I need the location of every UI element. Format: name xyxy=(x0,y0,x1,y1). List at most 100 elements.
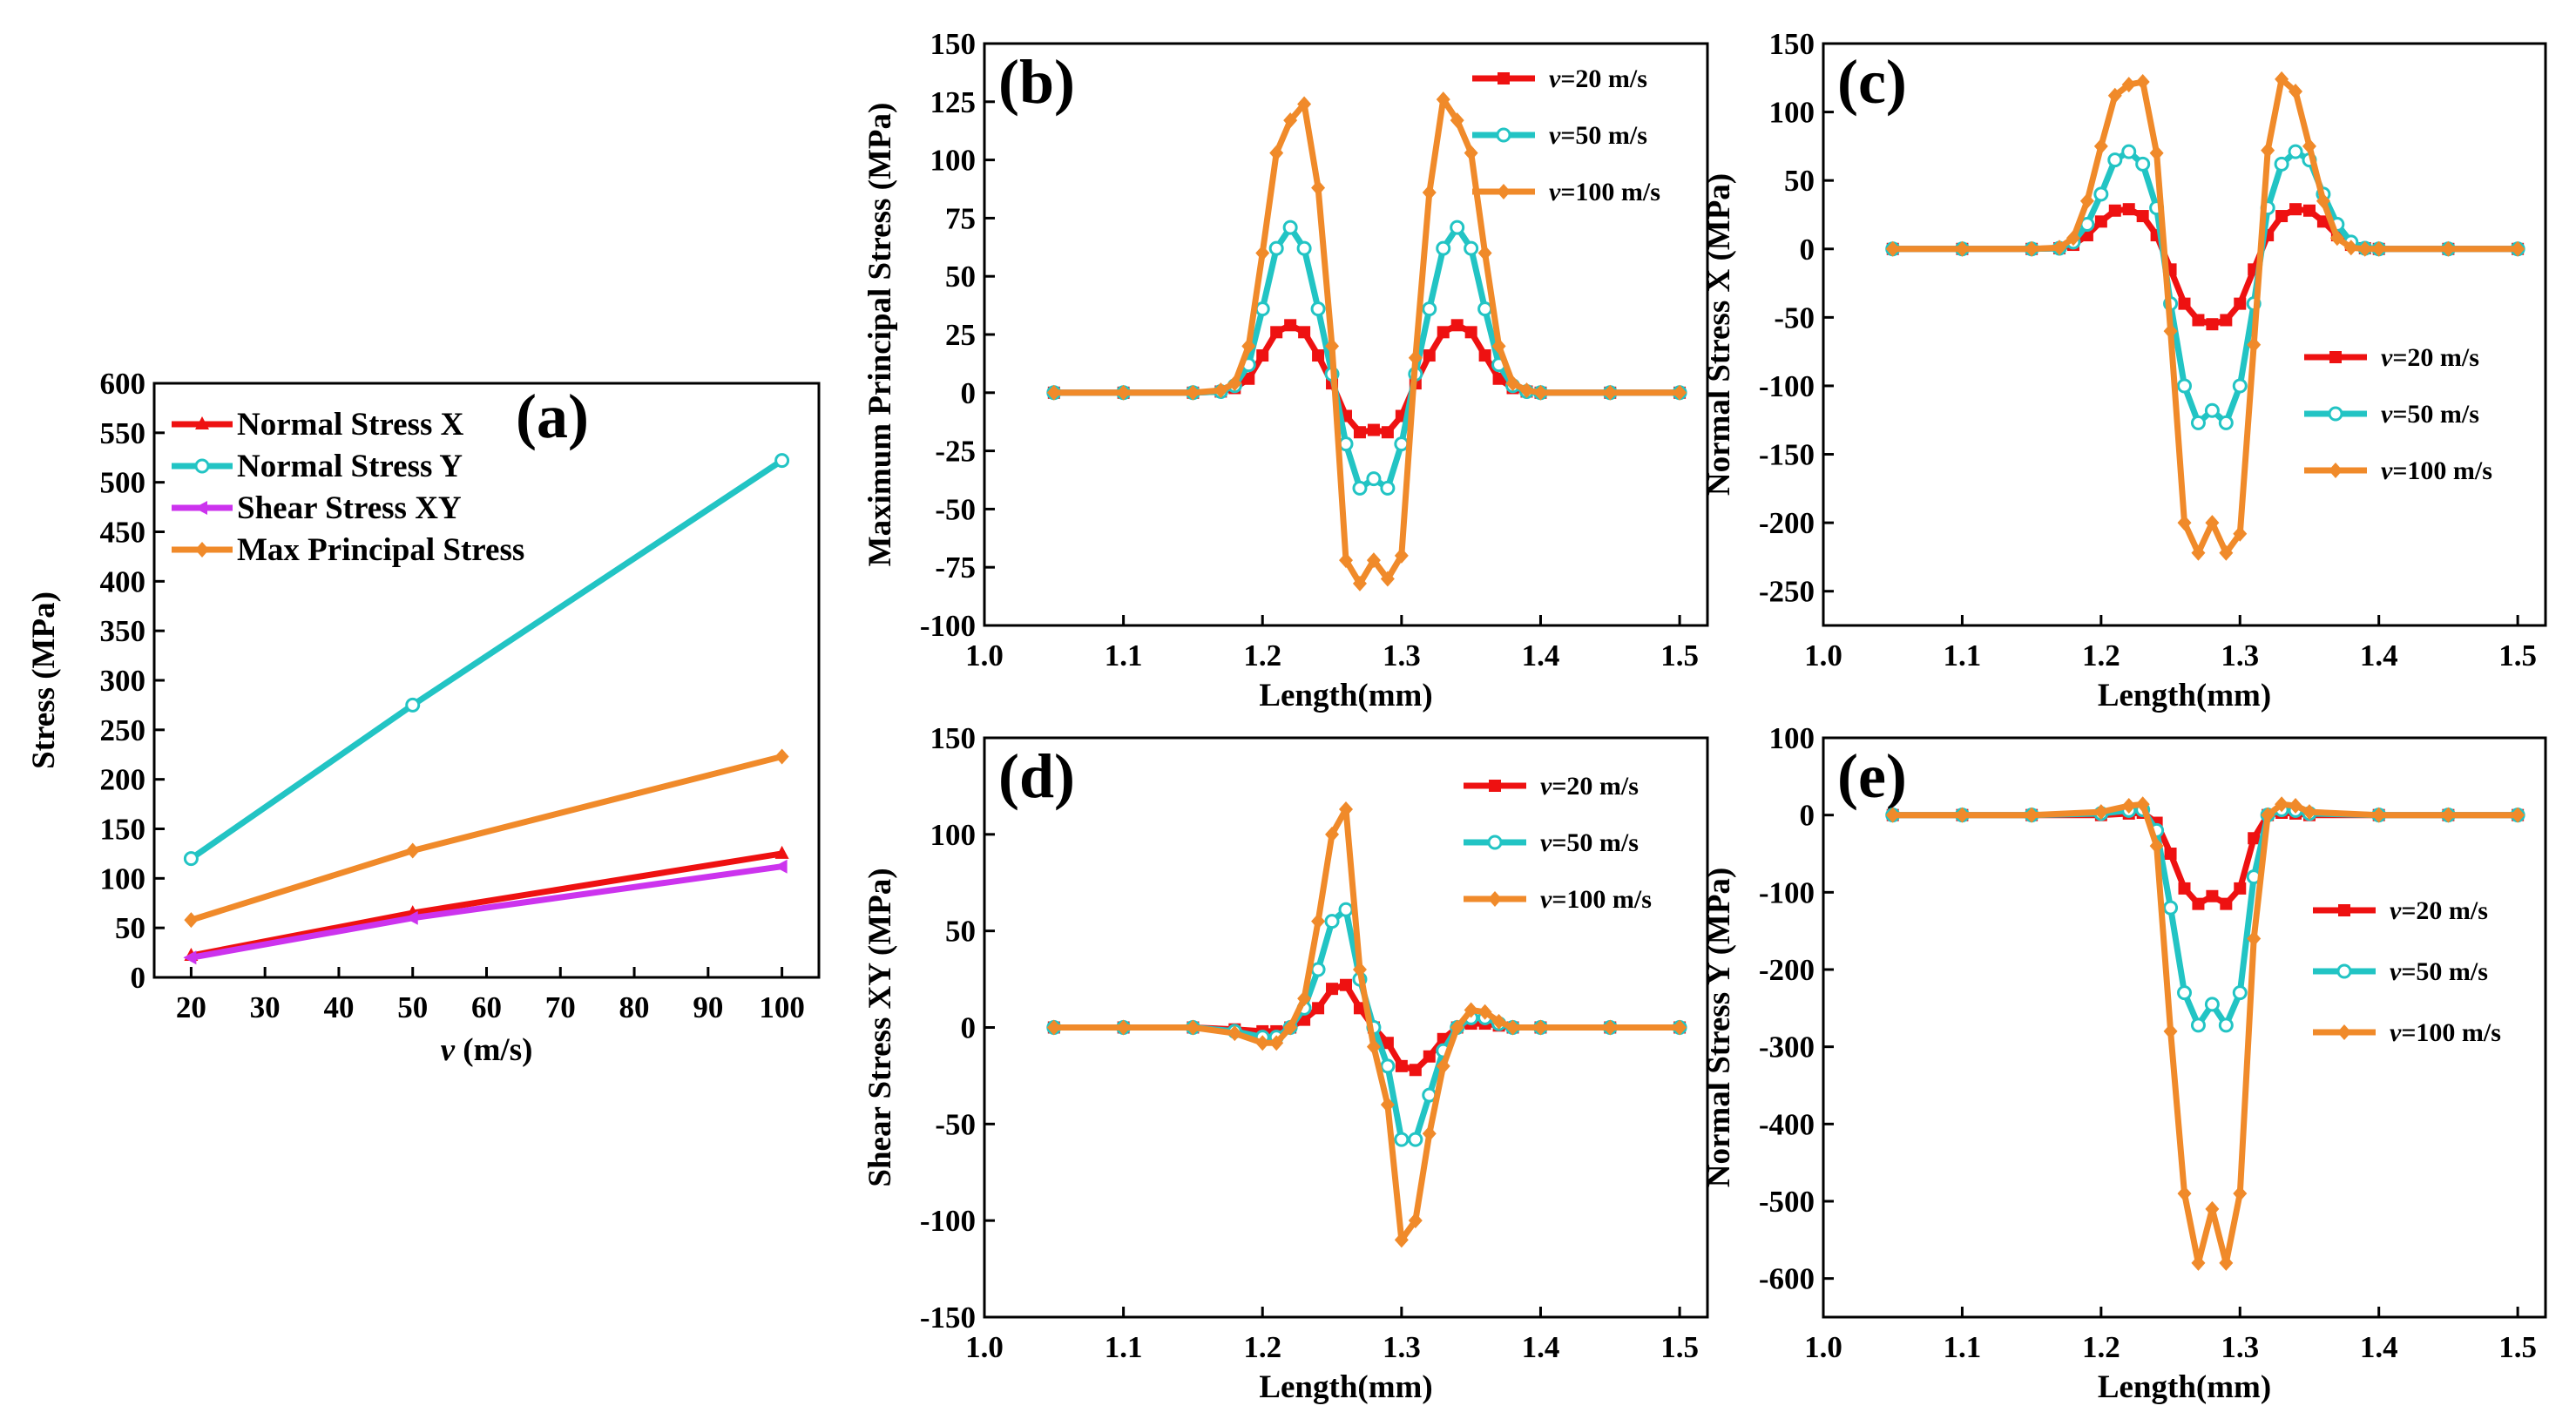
data-point xyxy=(1603,1019,1618,1036)
data-point xyxy=(1492,372,1505,385)
data-point xyxy=(2219,544,2234,561)
y-tick-label: -100 xyxy=(920,609,976,643)
x-tick-label: 1.3 xyxy=(1383,639,1421,672)
data-point xyxy=(1423,1050,1436,1063)
data-point xyxy=(2233,525,2248,542)
data-point xyxy=(1394,1132,1410,1147)
legend-label: v=100 m/s xyxy=(2381,456,2492,485)
data-point xyxy=(2371,807,2386,823)
data-point xyxy=(2066,230,2080,247)
x-tick-label: 1.1 xyxy=(1944,639,1982,672)
legend-marker xyxy=(195,416,209,429)
data-point xyxy=(1297,96,1312,112)
data-point xyxy=(1269,1035,1284,1051)
data-point xyxy=(1367,423,1380,436)
legend-marker xyxy=(2329,463,2343,478)
data-point xyxy=(2149,838,2164,855)
y-tick-label: 550 xyxy=(100,416,146,450)
data-point xyxy=(2220,314,2233,327)
data-point xyxy=(2191,544,2206,561)
data-point xyxy=(1436,240,1451,256)
data-point xyxy=(1241,338,1256,355)
y-tick-label: -25 xyxy=(935,435,976,469)
data-point xyxy=(2248,832,2261,845)
data-point xyxy=(2177,378,2192,394)
y-tick-label: 125 xyxy=(930,85,977,119)
data-point xyxy=(1395,1059,1408,1072)
y-axis-label: Shear Stress XY (MPa) xyxy=(862,868,898,1186)
chart-panel-2: 1.0 1.1 1.2 1.3 1.4 1.5 -100 -75 -50 -25 0 25 50 75 10… xyxy=(862,27,1709,713)
y-tick-label: 300 xyxy=(100,664,146,698)
series-line xyxy=(190,863,783,961)
data-point xyxy=(1227,1025,1242,1042)
data-point xyxy=(1477,301,1493,317)
data-point xyxy=(1353,426,1366,439)
x-axis-label: Length(mm) xyxy=(2098,1369,2271,1405)
x-tick-label: 1.4 xyxy=(2360,639,2398,672)
legend-marker xyxy=(1488,891,1502,907)
data-point xyxy=(1297,990,1312,1007)
y-tick-label: 50 xyxy=(1784,164,1815,198)
data-point xyxy=(1282,220,1298,235)
data-point xyxy=(2136,210,2149,223)
y-tick-label: -400 xyxy=(1759,1107,1815,1141)
legend: v=20 m/s v=50 m/s v=100 m/s xyxy=(1464,772,1652,914)
y-tick-label: 0 xyxy=(1800,233,1815,267)
data-point xyxy=(2135,74,2150,91)
data-point xyxy=(1352,962,1367,977)
data-point xyxy=(184,912,199,929)
panel-label: (b) xyxy=(998,47,1075,117)
data-point xyxy=(1284,319,1297,332)
y-tick-label: 250 xyxy=(100,713,146,747)
data-point xyxy=(2205,1200,2220,1217)
y-tick-label: -75 xyxy=(935,551,976,585)
y-tick-label: 0 xyxy=(961,1011,977,1045)
legend-marker xyxy=(194,458,210,474)
data-point xyxy=(1324,914,1340,929)
x-tick-label: 1.0 xyxy=(1804,1330,1842,1364)
series-3 xyxy=(1046,91,1687,591)
data-point xyxy=(2093,186,2109,202)
legend-label: v=100 m/s xyxy=(1540,885,1652,914)
data-point xyxy=(405,697,421,713)
legend-label: v=50 m/s xyxy=(2390,957,2488,986)
data-point xyxy=(1450,220,1465,235)
series-2 xyxy=(183,453,790,867)
x-tick-label: 1.0 xyxy=(965,1330,1004,1364)
data-point xyxy=(1394,547,1409,564)
y-tick-label: -150 xyxy=(1759,438,1815,472)
x-axis-label: Length(mm) xyxy=(1259,678,1432,713)
data-point xyxy=(2275,210,2289,223)
series-line xyxy=(1892,148,2519,426)
data-point xyxy=(1381,1037,1394,1050)
data-point xyxy=(1325,826,1340,842)
y-tick-label: 200 xyxy=(100,763,146,797)
x-tick-label: 1.3 xyxy=(1383,1330,1421,1364)
y-axis-label: Stress (MPa) xyxy=(26,591,62,769)
data-point xyxy=(1519,382,1534,399)
data-point xyxy=(2357,240,2372,257)
x-tick-label: 1.2 xyxy=(2082,1330,2120,1364)
legend-marker xyxy=(1489,780,1501,792)
data-point xyxy=(2206,889,2219,902)
data-point xyxy=(2177,1186,2192,1202)
data-point xyxy=(2094,215,2107,228)
data-point xyxy=(1255,1035,1270,1051)
data-point xyxy=(1422,301,1437,317)
data-point xyxy=(2177,515,2192,531)
data-point xyxy=(1339,552,1353,569)
y-tick-label: 25 xyxy=(945,318,976,352)
legend-label: Normal Stress Y xyxy=(237,449,463,484)
data-point xyxy=(1408,1213,1423,1229)
data-point xyxy=(1436,91,1450,108)
legend-label: v=50 m/s xyxy=(1540,828,1639,857)
y-tick-label: 50 xyxy=(945,915,976,949)
data-point xyxy=(2108,204,2121,217)
data-point xyxy=(2206,318,2219,331)
y-tick-label: 600 xyxy=(100,367,146,401)
legend-marker xyxy=(1496,127,1511,143)
legend-marker xyxy=(2329,351,2342,363)
data-point xyxy=(2135,156,2151,172)
data-point xyxy=(1242,372,1255,385)
plot-frame xyxy=(1822,42,2547,627)
